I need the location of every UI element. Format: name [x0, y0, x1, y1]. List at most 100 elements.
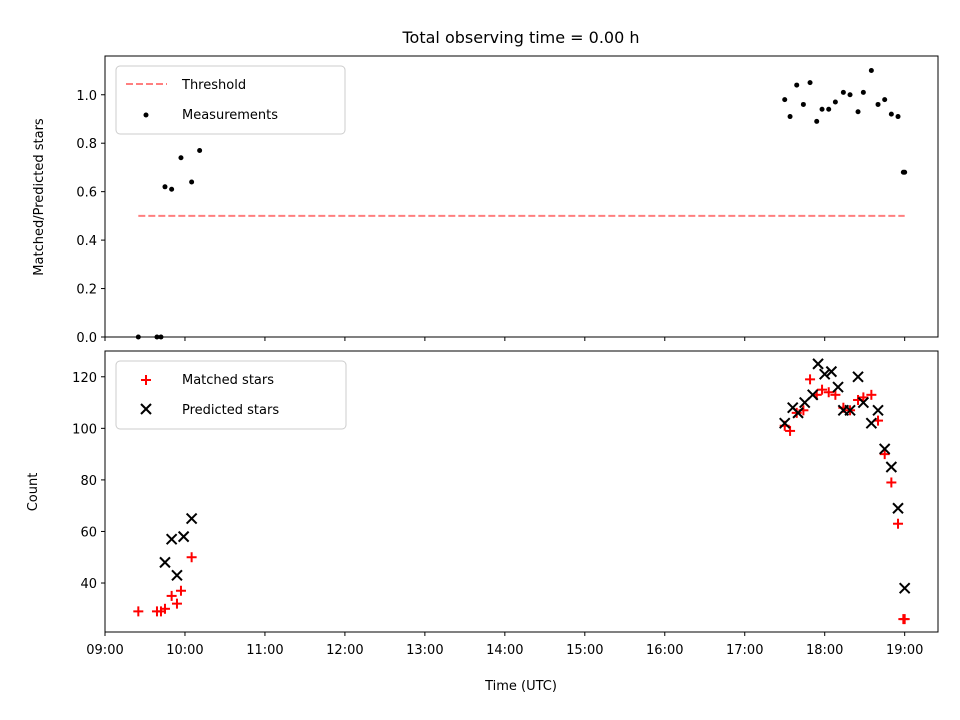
- legend-matched-swatch: [141, 375, 151, 385]
- predicted-star-point: [885, 461, 898, 473]
- y-tick-label: 80: [80, 474, 97, 489]
- y-tick-label: 60: [80, 525, 97, 540]
- chart-title: Total observing time = 0.00 h: [401, 28, 639, 47]
- top-legend-box: [115, 65, 346, 135]
- measurement-point: [832, 99, 838, 105]
- measurement-point: [868, 68, 874, 74]
- matched-star-point: [133, 606, 144, 617]
- bottom-legend-box: [115, 360, 347, 430]
- x-tick-label: 13:00: [406, 643, 443, 658]
- y-tick-label: 100: [72, 422, 97, 437]
- matched-star-point: [171, 598, 182, 609]
- y-tick-label: 0.0: [76, 331, 97, 346]
- matched-star-point: [886, 477, 897, 488]
- legend-measurements-label: Measurements: [182, 108, 278, 123]
- y-tick-label: 0.4: [76, 234, 97, 249]
- measurement-point: [840, 89, 846, 95]
- measurement-point: [875, 101, 881, 107]
- y-tick-label: 0.6: [76, 186, 97, 201]
- y-tick-label: 0.8: [76, 137, 97, 152]
- predicted-star-point: [177, 530, 190, 543]
- predicted-star-point: [865, 417, 878, 429]
- measurement-point: [814, 118, 820, 124]
- matched-star-point: [823, 387, 834, 398]
- bottom-x-ticks: 09:00 10:00 11:00 12:00 13:00 14:00 15:00 16:00…: [86, 632, 923, 658]
- top-axes-frame: [104, 55, 939, 338]
- x-tick-label: 18:00: [806, 643, 843, 658]
- measurement-point: [162, 184, 168, 190]
- measurement-point: [178, 155, 184, 161]
- predicted-star-point: [844, 404, 856, 417]
- measurement-point: [855, 109, 861, 115]
- measurement-point: [882, 97, 888, 103]
- legend-threshold-label: Threshold: [181, 78, 246, 93]
- matched-star-point: [866, 389, 877, 400]
- predicted-star-point: [852, 371, 864, 383]
- matched-star-point: [858, 392, 869, 403]
- measurement-point: [888, 111, 894, 117]
- bottom-axes-frame: [104, 350, 939, 633]
- y-tick-label: 40: [80, 577, 97, 592]
- matched-star-point: [893, 518, 904, 529]
- predicted-star-point: [825, 365, 838, 378]
- measurement-point: [169, 186, 175, 192]
- bottom-plot-area: [133, 358, 911, 625]
- predicted-star-point: [807, 389, 819, 401]
- predicted-star-point: [872, 404, 884, 417]
- top-y-axis-label: Matched/Predicted stars: [32, 118, 47, 276]
- x-tick-label: 09:00: [86, 643, 123, 658]
- bottom-y-axis-label: Count: [26, 473, 41, 512]
- y-tick-label: 0.2: [76, 283, 97, 298]
- y-tick-label: 120: [72, 371, 97, 386]
- predicted-star-point: [878, 443, 891, 455]
- matched-star-point: [879, 449, 890, 460]
- measurement-point: [807, 80, 813, 86]
- x-tick-label: 15:00: [566, 643, 603, 658]
- measurement-point: [819, 106, 825, 112]
- matched-star-point: [817, 384, 828, 395]
- measurement-point: [902, 169, 908, 175]
- predicted-star-point: [832, 381, 844, 393]
- predicted-star-point: [892, 502, 904, 514]
- measurement-point: [860, 89, 866, 95]
- bottom-y-ticks: 40 60 80 100 120: [72, 371, 105, 592]
- predicted-star-point: [159, 556, 171, 569]
- predicted-star-point: [779, 417, 791, 429]
- bottom-legend: Matched stars Predicted stars: [115, 360, 347, 430]
- matched-star-point: [175, 585, 186, 596]
- matched-star-point: [186, 552, 197, 563]
- legend-predicted-label: Predicted stars: [182, 403, 279, 418]
- predicted-star-point: [185, 512, 198, 525]
- measurement-point: [189, 179, 195, 185]
- legend-measurements-swatch: [143, 112, 149, 118]
- top-x-ticks: [104, 337, 906, 341]
- x-axis-label: Time (UTC): [484, 679, 557, 694]
- measurement-point: [787, 114, 793, 120]
- predicted-star-point: [857, 396, 870, 409]
- top-panel: 0.0 0.2 0.4 0.6 0.8 1.0 Matched/Predicted sta…: [32, 55, 939, 346]
- x-tick-label: 12:00: [326, 643, 363, 658]
- measurement-point: [847, 92, 853, 98]
- measurement-point: [800, 101, 806, 107]
- x-tick-label: 11:00: [246, 643, 283, 658]
- x-tick-label: 10:00: [166, 643, 203, 658]
- predicted-star-point: [812, 358, 824, 370]
- matched-star-point: [899, 614, 910, 625]
- top-plot-area: [135, 68, 908, 340]
- matched-star-point: [805, 374, 816, 385]
- legend-predicted-swatch: [140, 403, 152, 415]
- legend-matched-label: Matched stars: [182, 373, 274, 388]
- matched-star-point: [166, 590, 177, 601]
- top-legend: Threshold Measurements: [115, 65, 346, 135]
- measurement-point: [782, 97, 788, 103]
- measurement-point: [826, 106, 832, 112]
- x-tick-label: 14:00: [486, 643, 523, 658]
- measurement-point: [895, 114, 901, 120]
- predicted-star-point: [165, 533, 178, 545]
- predicted-star-point: [171, 569, 183, 581]
- predicted-star-point: [792, 407, 804, 419]
- top-y-ticks: 0.0 0.2 0.4 0.6 0.8 1.0: [76, 89, 105, 346]
- predicted-star-point: [819, 368, 831, 380]
- x-tick-label: 19:00: [886, 643, 923, 658]
